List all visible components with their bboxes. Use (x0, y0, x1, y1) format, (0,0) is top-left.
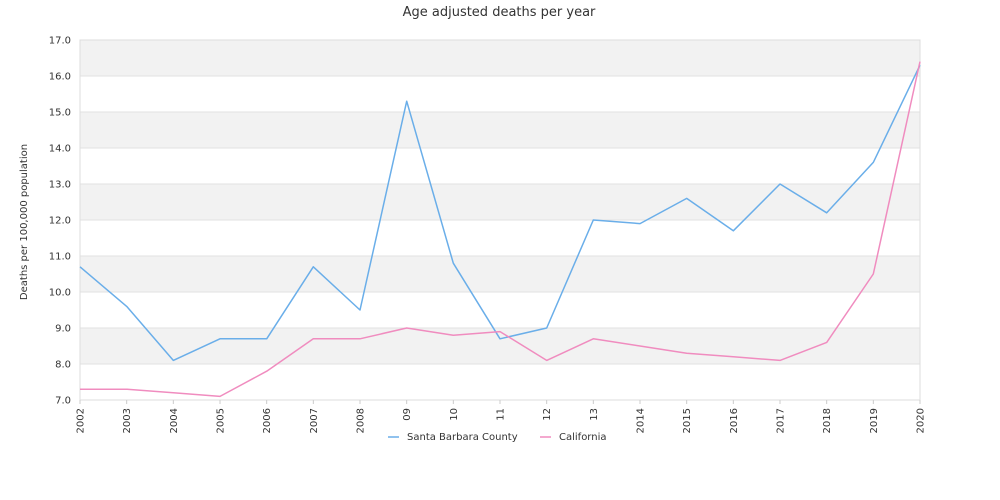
chart-title: Age adjusted deaths per year (403, 5, 596, 20)
grid-band (80, 112, 920, 148)
grid-band (80, 220, 920, 256)
series-line (80, 61, 921, 398)
x-tick-label: 10 (449, 408, 460, 421)
y-tick-label: 15.0 (49, 108, 71, 119)
grid-band (80, 292, 920, 328)
legend-label: California (559, 432, 607, 443)
y-axis-ticks: 7.0 8.0 9.0 10.0 11.0 12.0 13.0 14.0 15.0 16.0 17.… (49, 36, 71, 407)
y-tick-label: 16.0 (49, 72, 71, 83)
plot-background (80, 40, 920, 400)
x-tick-label: 2002 (76, 408, 87, 433)
y-tick-label: 12.0 (49, 216, 71, 227)
x-tick-label: 2006 (262, 408, 273, 433)
y-axis-label: Deaths per 100,000 population (19, 144, 30, 300)
x-tick-label: 2020 (916, 408, 927, 433)
legend-label: Santa Barbara County (407, 432, 518, 443)
x-tick-label: 2019 (869, 408, 880, 433)
x-tick-label: 2007 (309, 408, 320, 433)
y-tick-label: 7.0 (55, 396, 71, 407)
y-tick-label: 17.0 (49, 36, 71, 47)
grid-band (80, 328, 920, 364)
grid-band (80, 148, 920, 184)
x-tick-label: 13 (589, 408, 600, 421)
y-tick-label: 11.0 (49, 252, 71, 263)
grid-band (80, 76, 920, 112)
x-tick-label: 11 (496, 408, 507, 421)
y-tick-label: 10.0 (49, 288, 71, 299)
y-tick-label: 13.0 (49, 180, 71, 191)
legend: Santa Barbara County California (388, 432, 607, 443)
x-tick-label: 2005 (216, 408, 227, 433)
x-tick-label: 12 (542, 408, 553, 421)
series-line (79, 64, 921, 362)
x-axis-ticks: 2002 2003 2004 2005 2006 2007 2008 09 10 11 12 13 20… (76, 400, 927, 433)
grid-band (80, 40, 920, 76)
x-tick-label: 2004 (169, 408, 180, 433)
grid-band (80, 256, 920, 292)
y-tick-label: 14.0 (49, 144, 71, 155)
y-tick-label: 9.0 (55, 324, 71, 335)
x-tick-label: 2017 (776, 408, 787, 433)
x-tick-label: 2015 (682, 408, 693, 433)
x-tick-label: 2014 (636, 408, 647, 433)
series-lines (79, 61, 921, 398)
grid-band (80, 364, 920, 400)
grid-band (80, 184, 920, 220)
x-tick-label: 09 (402, 408, 413, 421)
x-tick-label: 2003 (122, 408, 133, 433)
x-tick-label: 2018 (822, 408, 833, 433)
x-tick-label: 2008 (356, 408, 367, 433)
y-tick-label: 8.0 (55, 360, 71, 371)
x-tick-label: 2016 (729, 408, 740, 433)
